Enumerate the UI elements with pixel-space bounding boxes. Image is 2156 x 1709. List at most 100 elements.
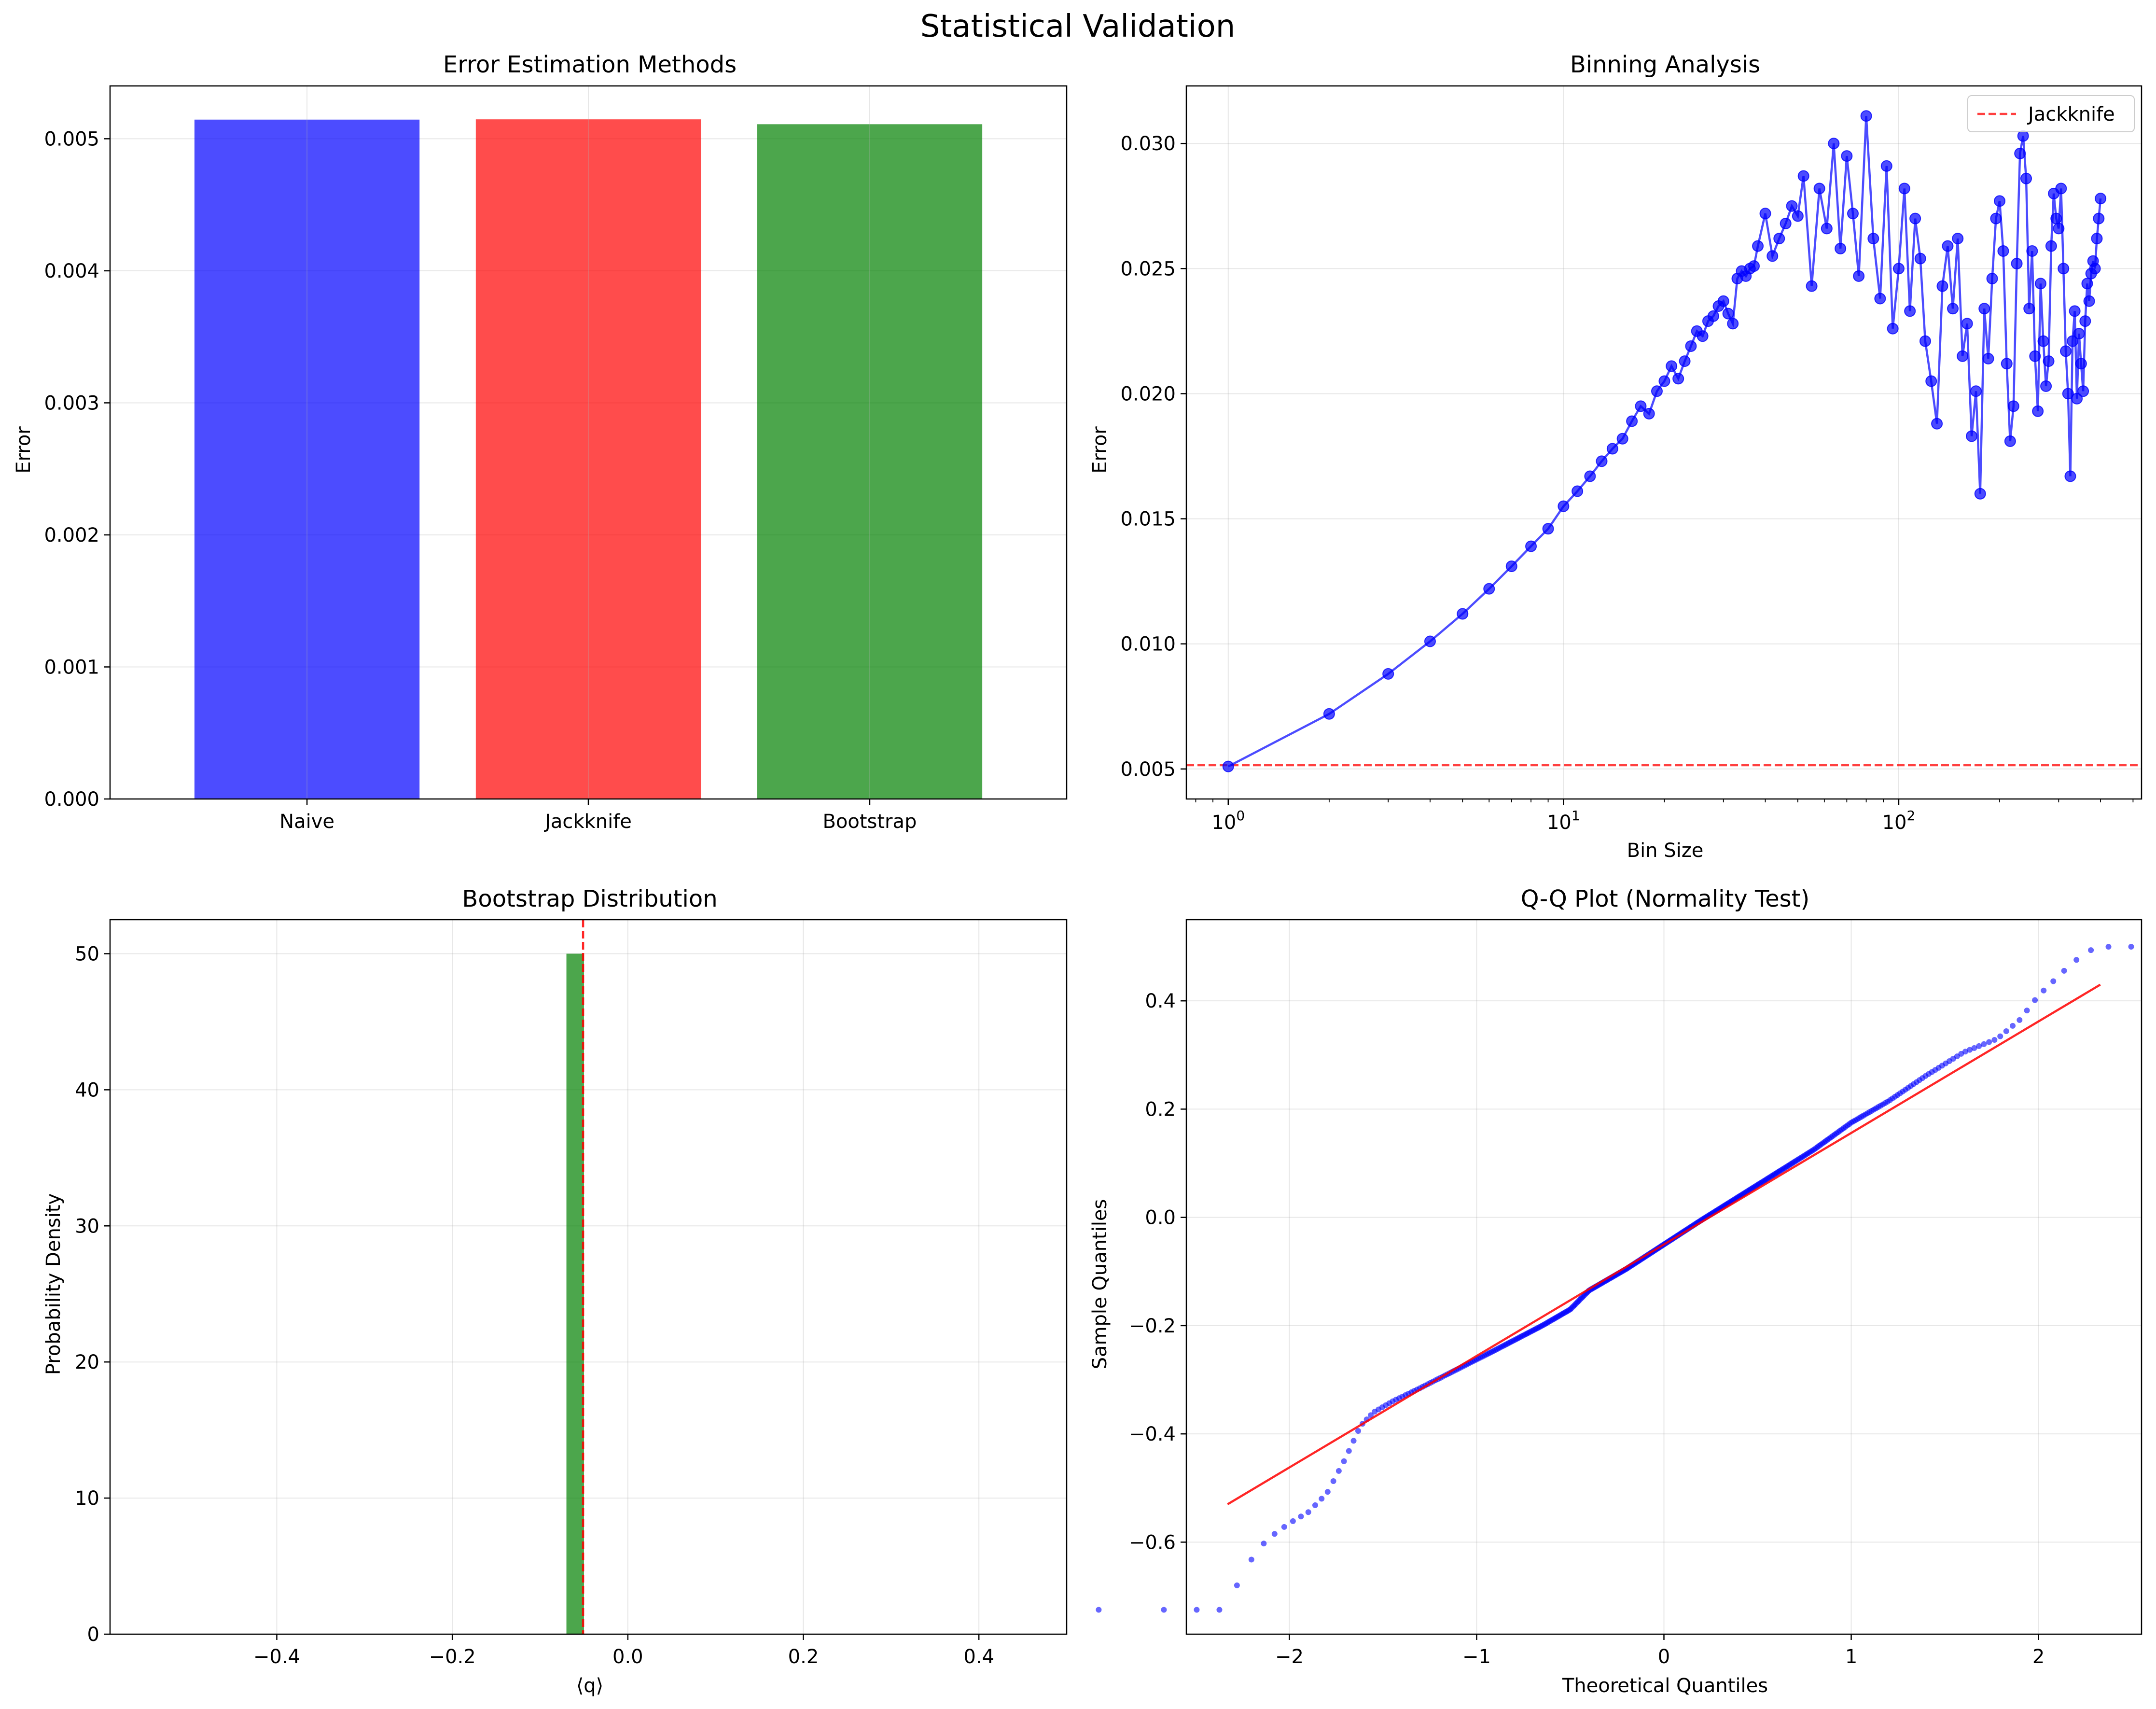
qq-point xyxy=(1997,1033,2003,1039)
plot-frame xyxy=(1185,85,2142,800)
x-tick-label: 101 xyxy=(1547,808,1580,834)
data-point xyxy=(1626,415,1638,427)
qq-point xyxy=(2032,997,2038,1003)
data-point xyxy=(2037,335,2049,347)
data-point xyxy=(2069,305,2081,317)
data-point xyxy=(1382,668,1394,680)
y-tick-label: 0.015 xyxy=(1120,508,1176,531)
data-point xyxy=(1847,208,1859,220)
data-point xyxy=(2081,278,2093,290)
y-tick-label: 0.005 xyxy=(1120,758,1176,781)
data-point xyxy=(1947,303,1959,315)
data-point xyxy=(1874,293,1886,305)
data-point xyxy=(2053,223,2065,235)
data-point xyxy=(2062,388,2074,400)
data-point xyxy=(2007,400,2019,412)
data-point xyxy=(2089,263,2101,275)
qq-point xyxy=(1976,1043,1982,1049)
data-point xyxy=(2014,147,2026,159)
data-point xyxy=(2029,350,2041,362)
data-point xyxy=(2020,172,2032,184)
y-tick-label: 0.020 xyxy=(1120,383,1176,405)
y-tick-label: 30 xyxy=(75,1215,99,1237)
data-point xyxy=(1727,318,1739,330)
data-point xyxy=(2095,193,2107,205)
legend-box xyxy=(1967,95,2135,132)
y-axis-label: Error xyxy=(1089,426,1111,474)
y-tick-label: 0.025 xyxy=(1120,258,1176,280)
data-point xyxy=(2058,263,2070,275)
qq-point xyxy=(2003,1028,2009,1035)
data-point xyxy=(1558,500,1570,512)
qq-point xyxy=(1319,1496,1325,1502)
data-point xyxy=(1942,240,1954,252)
y-tick-label: 0.004 xyxy=(44,260,99,282)
data-point xyxy=(1651,385,1663,397)
qq-point xyxy=(2088,947,2094,953)
data-point xyxy=(2075,358,2087,370)
qq-point xyxy=(1194,1607,1200,1613)
data-point xyxy=(1717,295,1729,307)
data-point xyxy=(1997,245,2009,257)
qq-plot-panel: Q-Q Plot (Normality Test) Theoretical Qu… xyxy=(1089,885,2142,1697)
data-point xyxy=(2073,328,2085,340)
data-point xyxy=(2011,257,2023,269)
data-point xyxy=(1880,160,1892,172)
data-point xyxy=(1925,375,1937,387)
data-point xyxy=(1792,210,1804,222)
data-point xyxy=(1584,470,1596,482)
data-point xyxy=(1635,400,1647,412)
qq-point xyxy=(1298,1513,1304,1520)
data-point xyxy=(1936,280,1948,292)
x-tick-label: Naive xyxy=(279,811,334,833)
data-point xyxy=(1860,110,1872,122)
data-point xyxy=(1759,208,1771,220)
data-point xyxy=(1914,252,1926,265)
plot-frame xyxy=(1185,919,2142,1635)
data-point xyxy=(1542,523,1554,535)
y-tick-label: 50 xyxy=(75,943,99,965)
y-tick-label: −0.6 xyxy=(1129,1531,1176,1554)
x-tick-label: Jackknife xyxy=(543,811,632,833)
data-point xyxy=(2060,345,2072,357)
qq-point xyxy=(1216,1607,1223,1613)
data-point xyxy=(1892,263,1905,275)
bootstrap-distribution-panel: Bootstrap Distribution ⟨q⟩ Probability D… xyxy=(42,885,1068,1697)
qq-point xyxy=(1248,1556,1254,1563)
data-point xyxy=(2023,303,2035,315)
x-axis-label: Theoretical Quantiles xyxy=(1562,1675,1768,1697)
x-tick-label: 0.0 xyxy=(612,1646,643,1668)
data-point xyxy=(1752,240,1764,252)
data-point xyxy=(1505,560,1517,573)
data-point xyxy=(1961,318,1973,330)
y-tick-label: 0.002 xyxy=(44,524,99,546)
qq-point xyxy=(1335,1468,1342,1474)
figure-suptitle: Statistical Validation xyxy=(920,9,1236,44)
plot-frame xyxy=(109,919,1068,1635)
data-point xyxy=(1806,280,1818,292)
qq-point xyxy=(1341,1458,1347,1464)
data-point xyxy=(2050,212,2062,224)
data-point xyxy=(1323,708,1335,720)
y-tick-label: 10 xyxy=(75,1487,99,1510)
qq-point xyxy=(1305,1509,1311,1515)
data-point xyxy=(2043,355,2055,367)
y-axis-label: Probability Density xyxy=(42,1193,65,1375)
data-point xyxy=(2034,278,2046,290)
data-point xyxy=(1965,430,1977,442)
data-point xyxy=(2032,405,2044,417)
data-point xyxy=(1457,608,1469,620)
qq-point xyxy=(1971,1045,1977,1051)
panel-title: Bootstrap Distribution xyxy=(462,885,717,912)
data-point xyxy=(1483,583,1495,595)
qq-point xyxy=(1986,1039,1992,1045)
data-point xyxy=(1616,433,1628,445)
qq-point xyxy=(1368,1412,1374,1418)
data-point xyxy=(2071,392,2083,405)
data-point xyxy=(1685,340,1697,352)
qq-point xyxy=(1161,1607,1167,1613)
histogram-bar xyxy=(566,953,584,1634)
data-point xyxy=(2026,245,2038,257)
y-tick-label: 0.001 xyxy=(44,656,99,678)
